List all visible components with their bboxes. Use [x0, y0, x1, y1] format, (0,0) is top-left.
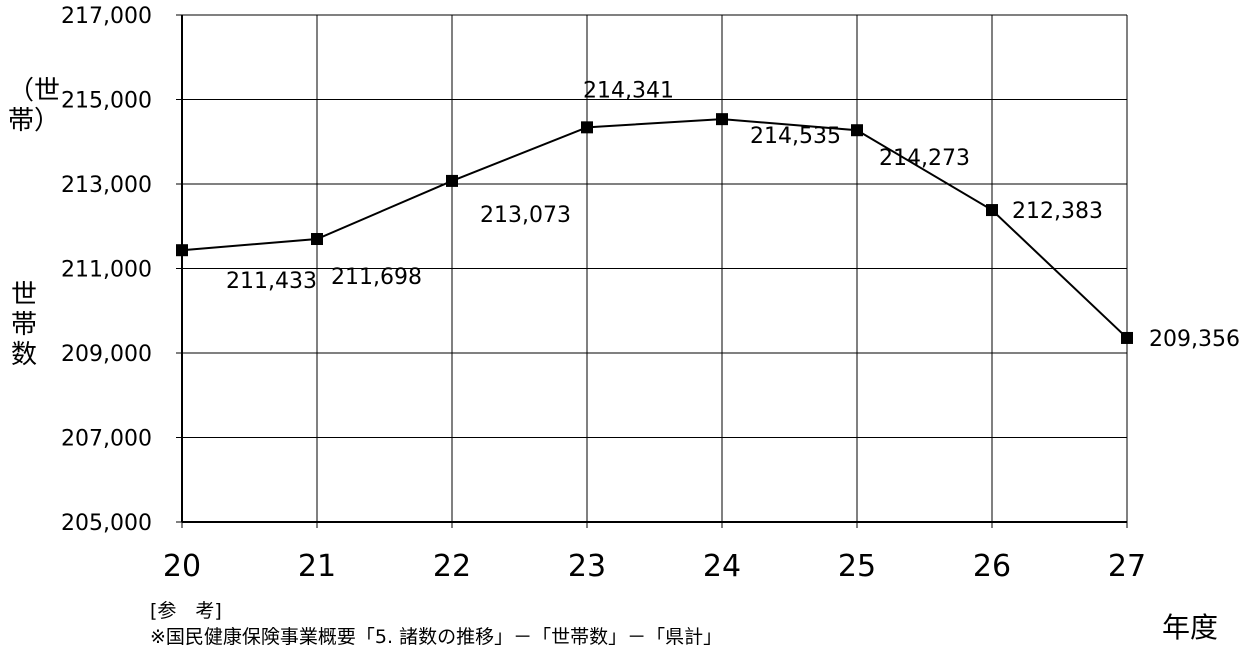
grid-lines	[182, 14, 1128, 522]
y-tick-label: 205,000	[61, 511, 152, 536]
y-tick-label: 213,000	[61, 173, 152, 198]
reference-note: [参 考] ※国民健康保険事業概要「5. 諸数の推移」－「世帯数」－「県計」	[150, 598, 722, 650]
y-tick-labels: 205,000 207,000 209,000 211,000 213,000 215,0…	[61, 4, 152, 536]
x-tick-label: 27	[1108, 549, 1146, 584]
data-label: 214,535	[750, 124, 841, 149]
x-tick-label: 26	[973, 549, 1011, 584]
axes	[176, 14, 1128, 528]
x-tick-label: 20	[163, 549, 201, 584]
data-label: 209,356	[1149, 327, 1240, 352]
data-point-marker	[311, 233, 323, 246]
data-point-marker	[986, 204, 998, 217]
data-label: 213,073	[480, 203, 571, 228]
y-axis-unit-label: （世帯）	[8, 76, 61, 136]
x-tick-labels: 20 21 22 23 24 25 26 27	[163, 549, 1146, 584]
data-point-marker	[176, 244, 188, 257]
data-point-marker	[851, 124, 863, 137]
y-tick-label: 209,000	[61, 342, 152, 367]
data-series	[176, 113, 1133, 344]
data-label: 212,383	[1012, 199, 1103, 224]
y-tick-label: 211,000	[61, 258, 152, 283]
data-label: 211,433	[226, 269, 317, 294]
y-tick-label: 217,000	[61, 4, 152, 29]
x-tick-label: 24	[703, 549, 741, 584]
data-point-marker	[1121, 331, 1133, 344]
x-axis-label: 年度	[1162, 611, 1219, 644]
data-labels: 211,433 211,698 213,073 214,341 214,535 214,2…	[226, 78, 1240, 352]
y-axis-label: 世帯数	[10, 280, 37, 370]
y-tick-label: 215,000	[61, 89, 152, 114]
x-tick-label: 25	[838, 549, 876, 584]
x-tick-label: 21	[298, 549, 336, 584]
data-point-marker	[716, 113, 728, 126]
series-line	[181, 118, 1128, 339]
data-label: 211,698	[331, 265, 422, 290]
data-point-marker	[446, 174, 458, 187]
note-source: ※国民健康保険事業概要「5. 諸数の推移」－「世帯数」－「県計」	[150, 626, 723, 648]
x-tick-label: 23	[568, 549, 606, 584]
data-point-marker	[581, 121, 593, 134]
y-tick-label: 207,000	[61, 427, 152, 452]
data-label: 214,273	[879, 146, 970, 171]
x-tick-label: 22	[433, 549, 471, 584]
note-heading: [参 考]	[150, 600, 222, 622]
data-label: 214,341	[583, 78, 674, 103]
